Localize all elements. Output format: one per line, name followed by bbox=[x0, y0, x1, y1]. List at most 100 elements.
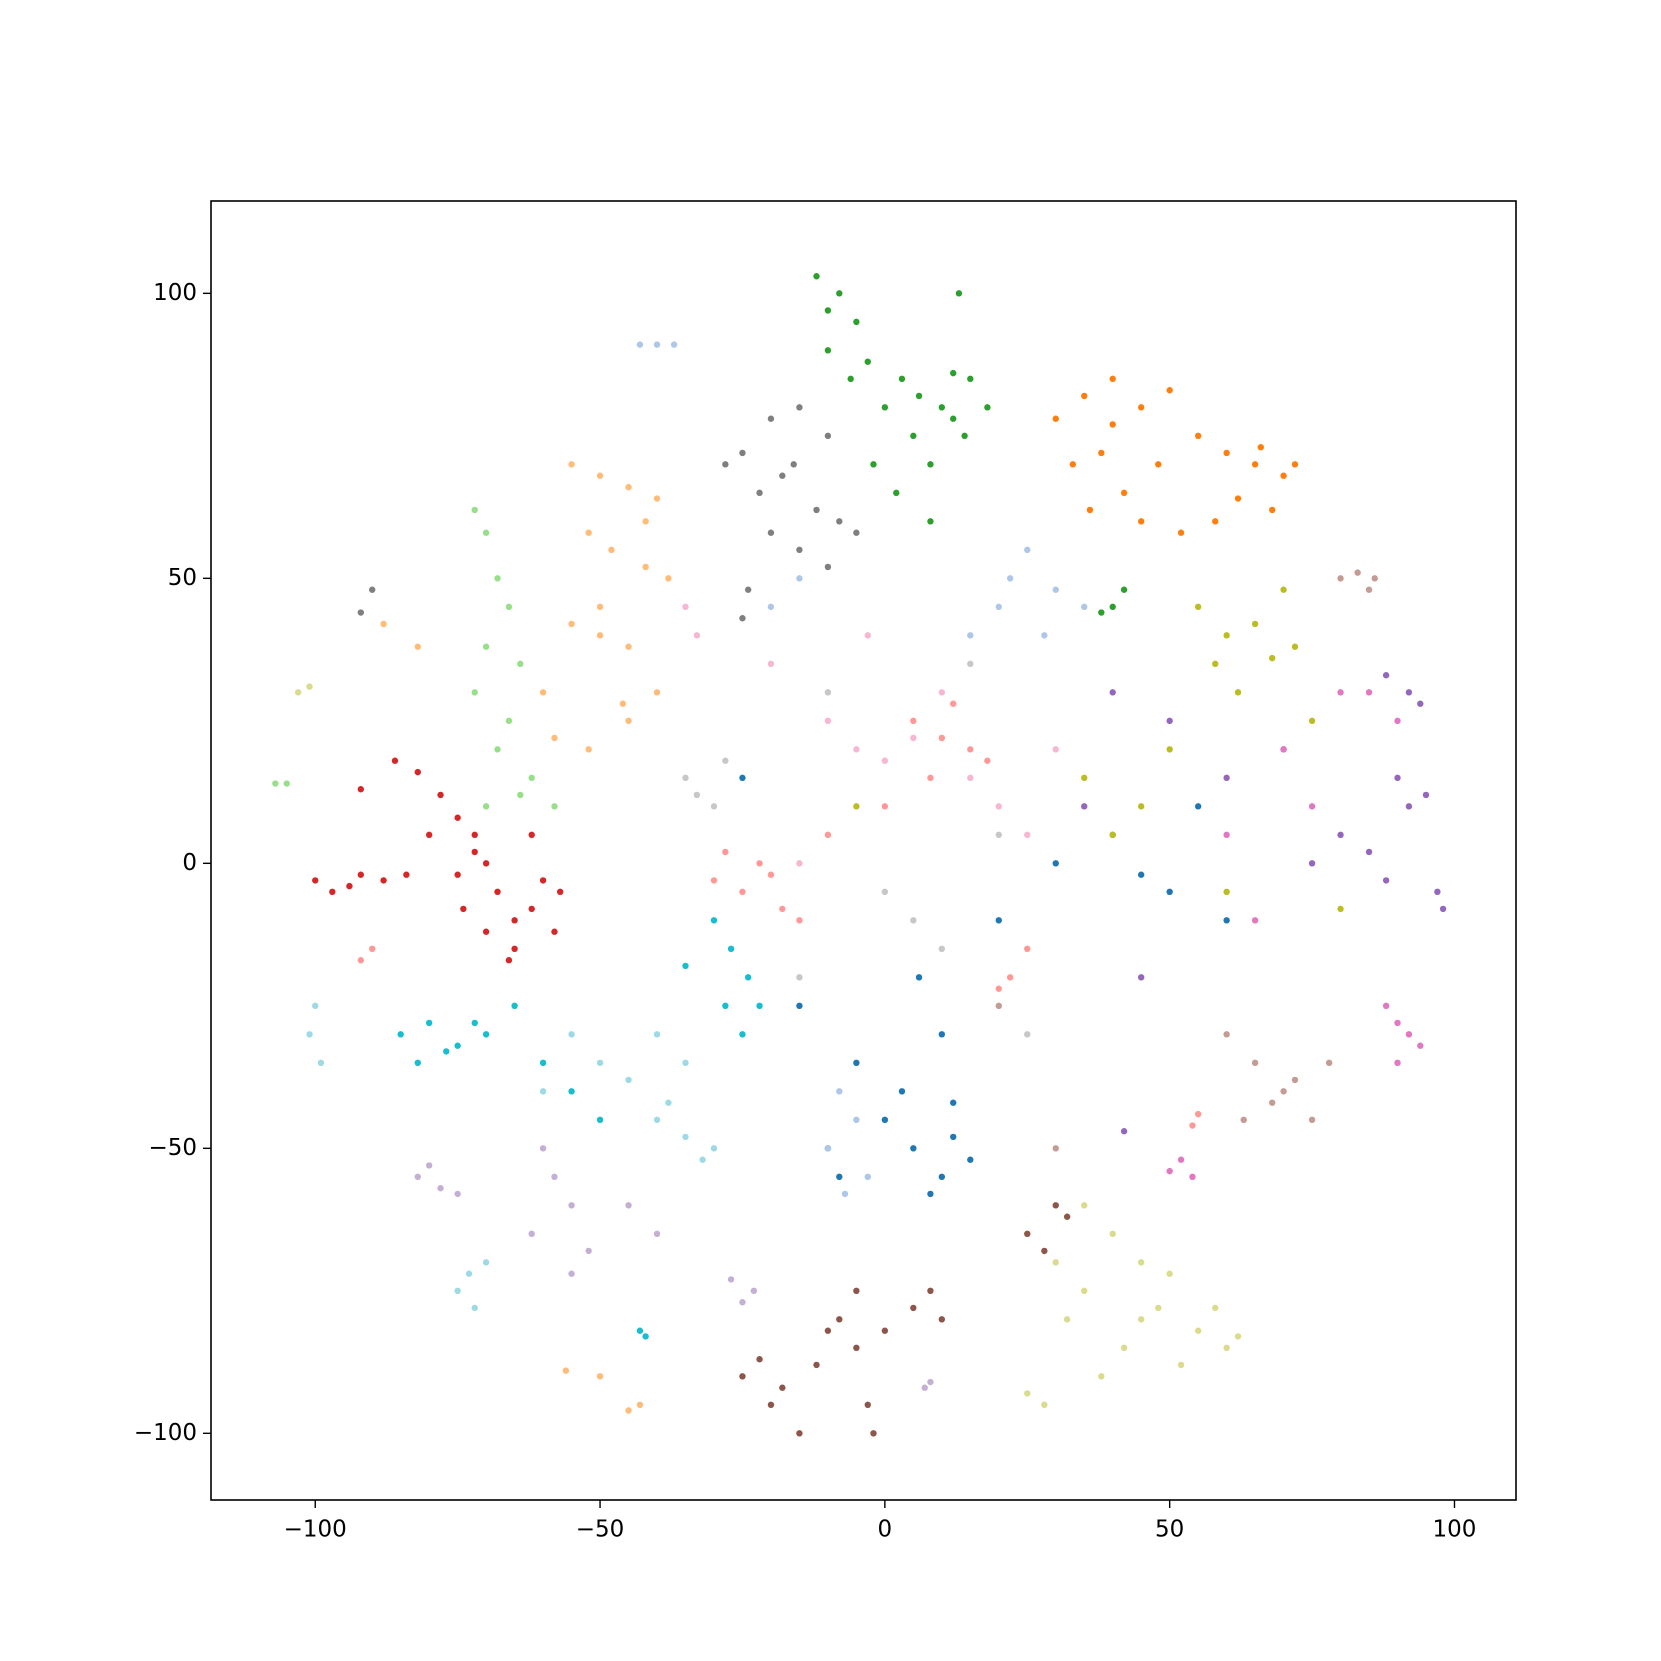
point bbox=[625, 1202, 632, 1209]
point bbox=[824, 432, 832, 440]
y-tick-label: 50 bbox=[168, 565, 197, 591]
point bbox=[1041, 632, 1048, 639]
point bbox=[1439, 905, 1447, 913]
point bbox=[1382, 1002, 1390, 1010]
point bbox=[380, 877, 387, 884]
point bbox=[710, 1145, 718, 1152]
point bbox=[636, 1401, 644, 1409]
point bbox=[414, 768, 421, 776]
point bbox=[881, 1116, 889, 1124]
point bbox=[767, 603, 775, 611]
point bbox=[625, 483, 632, 491]
y-tick-label: 0 bbox=[182, 850, 197, 876]
point bbox=[596, 1373, 604, 1380]
point bbox=[779, 472, 786, 479]
point bbox=[950, 415, 957, 422]
point bbox=[682, 603, 689, 611]
point bbox=[938, 1031, 946, 1038]
point bbox=[881, 404, 889, 411]
point bbox=[927, 1287, 934, 1295]
point bbox=[927, 461, 934, 468]
point bbox=[460, 905, 467, 913]
point bbox=[1308, 803, 1316, 810]
point bbox=[1234, 495, 1242, 502]
point bbox=[1052, 415, 1059, 422]
point bbox=[1194, 603, 1202, 611]
point bbox=[1280, 586, 1287, 593]
point bbox=[813, 1361, 820, 1369]
point bbox=[425, 1162, 433, 1169]
point bbox=[710, 877, 718, 884]
point bbox=[682, 1059, 689, 1067]
point bbox=[961, 432, 968, 440]
point bbox=[517, 791, 524, 799]
point bbox=[853, 1287, 860, 1295]
point bbox=[722, 757, 729, 764]
point bbox=[471, 506, 478, 514]
x-tick-label: 50 bbox=[1155, 1517, 1184, 1543]
point bbox=[1269, 654, 1276, 662]
point bbox=[767, 529, 775, 536]
point bbox=[938, 1316, 946, 1323]
point bbox=[653, 1116, 661, 1124]
point bbox=[995, 831, 1002, 839]
point bbox=[870, 1430, 877, 1437]
point bbox=[568, 620, 575, 628]
point bbox=[1063, 1213, 1071, 1220]
point bbox=[796, 860, 803, 867]
point bbox=[927, 774, 934, 782]
point bbox=[494, 575, 501, 582]
point bbox=[967, 1156, 974, 1163]
point bbox=[847, 375, 854, 383]
point bbox=[636, 341, 644, 348]
point bbox=[471, 689, 478, 696]
point bbox=[1006, 974, 1014, 981]
point bbox=[471, 831, 478, 839]
point bbox=[739, 1299, 746, 1306]
point bbox=[910, 717, 917, 725]
point bbox=[739, 615, 746, 622]
point bbox=[1194, 432, 1202, 440]
point bbox=[1212, 660, 1219, 668]
point bbox=[1177, 1156, 1185, 1163]
point bbox=[756, 1002, 763, 1010]
point bbox=[836, 1173, 843, 1181]
point bbox=[796, 1430, 803, 1437]
point bbox=[1337, 689, 1344, 696]
point bbox=[1337, 575, 1344, 582]
point bbox=[397, 1031, 404, 1038]
point bbox=[682, 962, 689, 970]
point bbox=[329, 888, 336, 896]
point bbox=[853, 746, 860, 753]
point bbox=[625, 1407, 632, 1414]
point bbox=[824, 307, 832, 314]
point bbox=[1155, 461, 1162, 468]
point bbox=[1394, 1059, 1401, 1067]
point bbox=[642, 518, 649, 525]
point bbox=[1109, 603, 1116, 611]
point bbox=[1052, 586, 1059, 593]
point bbox=[528, 1230, 535, 1238]
point bbox=[1081, 603, 1088, 611]
point bbox=[1405, 689, 1413, 696]
point bbox=[824, 1327, 832, 1334]
point bbox=[482, 1031, 490, 1038]
point bbox=[864, 1173, 871, 1181]
point bbox=[779, 1384, 786, 1391]
point bbox=[272, 780, 279, 787]
point bbox=[1041, 1401, 1048, 1409]
point bbox=[1024, 831, 1031, 839]
point bbox=[1422, 791, 1430, 799]
point bbox=[767, 871, 775, 878]
point bbox=[910, 917, 917, 924]
point bbox=[653, 1230, 661, 1238]
point bbox=[1194, 1327, 1202, 1334]
point bbox=[1177, 529, 1185, 536]
x-tick-label: 100 bbox=[1433, 1517, 1477, 1543]
point bbox=[699, 1156, 706, 1163]
point bbox=[967, 375, 974, 383]
point bbox=[369, 586, 376, 593]
point bbox=[710, 803, 718, 810]
point bbox=[568, 1270, 575, 1277]
